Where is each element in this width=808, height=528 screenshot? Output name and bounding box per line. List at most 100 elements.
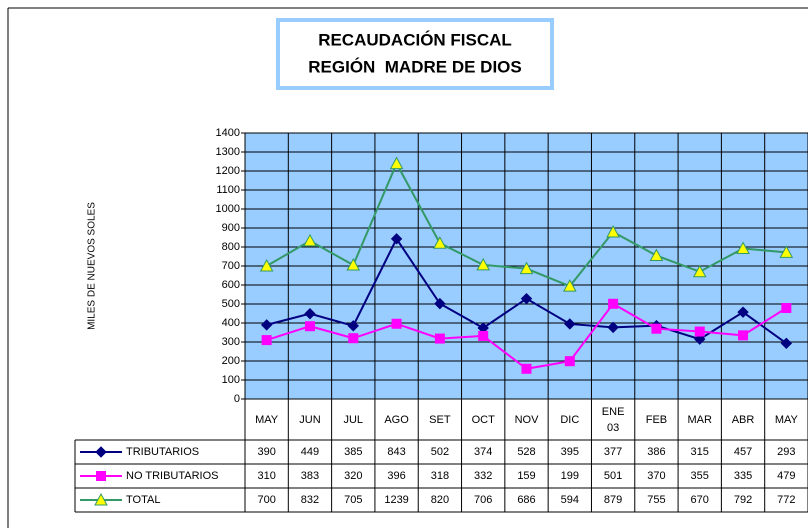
legend-label: TRIBUTARIOS: [126, 446, 199, 458]
table-value: 315: [691, 446, 709, 458]
marker: [94, 492, 108, 506]
chart-subtitle: REGIÓN MADRE DE DIOS: [308, 57, 521, 76]
table-value: 792: [734, 494, 752, 506]
table-value: 755: [647, 494, 665, 506]
table-value: 396: [387, 470, 405, 482]
x-tick-label: DIC: [560, 414, 579, 426]
y-tick-label: 800: [222, 241, 240, 253]
y-tick-label: 700: [222, 260, 240, 272]
table-value: 594: [561, 494, 579, 506]
y-tick-label: 0: [234, 393, 240, 405]
marker: [737, 306, 749, 318]
table-value: 199: [561, 470, 579, 482]
marker: [476, 257, 491, 271]
x-tick-label: JUN: [299, 414, 320, 426]
y-axis-label: MILES DE NUEVOS SOLES: [87, 202, 98, 330]
y-tick-label: 400: [222, 317, 240, 329]
x-tick-label: MAY: [255, 414, 279, 426]
table-value: 386: [647, 446, 665, 458]
marker: [347, 320, 359, 332]
marker: [607, 321, 619, 334]
table-value: 395: [561, 446, 579, 458]
x-tick-label: ABR: [732, 414, 755, 426]
marker: [259, 258, 274, 272]
marker: [781, 302, 792, 313]
marker: [304, 307, 316, 320]
marker: [303, 233, 317, 247]
marker: [519, 261, 534, 275]
table-value: 374: [474, 446, 492, 458]
marker: [694, 326, 705, 337]
table-value: 385: [344, 446, 362, 458]
x-tick-label: FEB: [646, 414, 667, 426]
title-box: [276, 18, 554, 90]
x-tick-label: SET: [429, 414, 451, 426]
x-tick-label: OCT: [472, 414, 496, 426]
table-value: 670: [691, 494, 709, 506]
x-tick-label: AGO: [384, 414, 409, 426]
table-value: 449: [301, 446, 319, 458]
table-value: 383: [301, 470, 319, 482]
chart-title: RECAUDACIÓN FISCAL: [318, 30, 512, 49]
table-value: 318: [431, 470, 449, 482]
table-value: 159: [517, 470, 535, 482]
table-value: 772: [777, 494, 795, 506]
table-value: 502: [431, 446, 449, 458]
marker: [651, 323, 662, 334]
marker: [95, 446, 107, 458]
marker: [562, 279, 577, 292]
marker: [521, 363, 532, 374]
marker: [608, 298, 619, 309]
table-value: 1239: [384, 494, 408, 506]
y-tick-label: 1300: [216, 146, 240, 158]
marker: [434, 333, 445, 344]
marker: [348, 333, 359, 344]
table-value: 686: [517, 494, 535, 506]
table-value: 843: [387, 446, 405, 458]
table-value: 832: [301, 494, 319, 506]
marker: [520, 292, 533, 305]
y-tick-label: 1200: [216, 165, 240, 177]
marker: [391, 318, 402, 329]
table-value: 377: [604, 446, 622, 458]
table-value: 390: [257, 446, 275, 458]
marker: [389, 156, 404, 170]
table-value: 332: [474, 470, 492, 482]
table-value: 820: [431, 494, 449, 506]
marker: [96, 471, 106, 481]
x-tick-label: ENE 03: [602, 406, 625, 434]
table-value: 479: [777, 470, 795, 482]
table-value: 706: [474, 494, 492, 506]
marker: [390, 233, 403, 245]
y-tick-label: 600: [222, 279, 240, 291]
x-tick-label: NOV: [515, 414, 540, 426]
marker: [478, 330, 489, 341]
marker: [694, 333, 706, 345]
y-tick-label: 100: [222, 374, 240, 386]
table-value: 501: [604, 470, 622, 482]
marker: [606, 224, 620, 238]
table-value: 457: [734, 446, 752, 458]
legend-label: NO TRIBUTARIOS: [126, 470, 219, 482]
marker: [304, 321, 315, 332]
y-tick-label: 300: [222, 336, 240, 348]
marker: [434, 297, 446, 310]
table-value: 293: [777, 446, 795, 458]
table-value: 370: [647, 470, 665, 482]
y-tick-label: 500: [222, 298, 240, 310]
y-tick-label: 200: [222, 355, 240, 367]
marker: [780, 337, 793, 350]
y-tick-label: 1000: [216, 203, 240, 215]
legend-label: TOTAL: [126, 494, 160, 506]
y-tick-label: 1100: [216, 184, 240, 196]
y-tick-label: 1400: [216, 127, 240, 139]
marker: [260, 319, 273, 331]
x-tick-label: JUL: [343, 414, 363, 426]
marker: [564, 356, 575, 367]
x-tick-label: MAR: [688, 414, 713, 426]
marker: [692, 264, 707, 278]
marker: [649, 248, 664, 262]
table-value: 310: [257, 470, 275, 482]
table-value: 700: [257, 494, 275, 506]
